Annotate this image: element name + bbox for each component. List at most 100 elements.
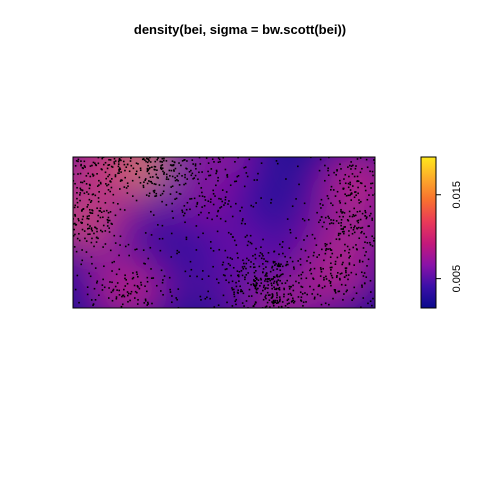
- tree-point: [321, 248, 323, 251]
- tree-point: [239, 210, 241, 212]
- tree-point: [333, 288, 336, 291]
- tree-point: [249, 241, 252, 244]
- tree-point: [344, 202, 347, 205]
- tree-point: [136, 273, 138, 276]
- tree-point: [206, 217, 209, 219]
- tree-point: [276, 294, 278, 296]
- tree-point: [229, 264, 231, 267]
- tree-point: [287, 263, 289, 266]
- tree-point: [221, 200, 224, 203]
- tree-point: [269, 279, 271, 282]
- tree-point: [92, 174, 95, 177]
- tree-point: [356, 227, 359, 230]
- tree-point: [207, 275, 210, 277]
- tree-point: [145, 160, 147, 163]
- tree-point: [191, 172, 194, 175]
- tree-point: [359, 210, 361, 213]
- tree-point: [330, 222, 333, 224]
- tree-point: [274, 288, 276, 290]
- tree-point: [207, 200, 210, 202]
- tree-point: [255, 291, 258, 294]
- tree-point: [226, 176, 229, 178]
- tree-point: [342, 299, 344, 301]
- tree-point: [318, 221, 320, 224]
- tree-point: [230, 233, 232, 236]
- tree-point: [329, 242, 332, 245]
- tree-point: [79, 192, 82, 194]
- tree-point: [178, 184, 181, 186]
- tree-point: [133, 297, 136, 299]
- tree-point: [99, 210, 101, 212]
- tree-point: [90, 256, 93, 258]
- tree-point: [369, 241, 371, 244]
- tree-point: [111, 166, 114, 168]
- tree-point: [148, 195, 150, 197]
- tree-point: [110, 178, 113, 180]
- tree-point: [131, 179, 134, 182]
- tree-point: [309, 285, 311, 288]
- tree-point: [319, 267, 322, 269]
- tree-point: [286, 279, 289, 282]
- tree-point: [194, 163, 197, 165]
- tree-point: [364, 215, 367, 217]
- tree-point: [104, 202, 107, 204]
- tree-point: [260, 278, 262, 281]
- tree-point: [371, 235, 373, 238]
- tree-point: [79, 172, 82, 175]
- tree-point: [348, 263, 351, 266]
- tree-point: [353, 231, 356, 234]
- tree-point: [345, 267, 348, 269]
- tree-point: [74, 165, 77, 167]
- tree-point: [107, 211, 110, 214]
- tree-point: [312, 277, 314, 280]
- tree-point: [222, 294, 225, 297]
- tree-point: [234, 300, 237, 303]
- tree-point: [151, 302, 153, 305]
- tree-point: [300, 248, 303, 251]
- tree-point: [281, 246, 284, 248]
- tree-point: [278, 265, 280, 268]
- tree-point: [112, 193, 115, 196]
- tree-point: [235, 281, 237, 284]
- tree-point: [212, 265, 214, 268]
- tree-point: [291, 205, 294, 208]
- tree-point: [213, 161, 215, 163]
- tree-point: [300, 300, 303, 302]
- tree-point: [367, 302, 369, 305]
- tree-point: [348, 256, 350, 259]
- density-hotspot-8: [337, 165, 375, 197]
- tree-point: [235, 244, 238, 246]
- tree-point: [136, 303, 139, 305]
- tree-point: [141, 158, 144, 161]
- tree-point: [289, 228, 291, 231]
- tree-point: [171, 295, 173, 297]
- tree-point: [266, 260, 269, 263]
- tree-point: [98, 294, 100, 297]
- tree-point: [186, 201, 189, 204]
- tree-point: [111, 270, 113, 272]
- colorbar-tick-label: 0.005: [451, 265, 463, 293]
- tree-point: [227, 231, 230, 234]
- tree-point: [113, 162, 116, 165]
- tree-point: [338, 238, 341, 241]
- tree-point: [346, 245, 349, 248]
- tree-point: [196, 275, 198, 278]
- tree-point: [354, 167, 357, 170]
- tree-point: [190, 169, 192, 172]
- tree-point: [87, 172, 90, 175]
- tree-point: [330, 284, 332, 287]
- tree-point: [366, 166, 369, 169]
- tree-point: [360, 200, 362, 203]
- tree-point: [242, 218, 244, 220]
- tree-point: [327, 174, 330, 176]
- tree-point: [233, 293, 235, 295]
- tree-point: [147, 158, 150, 161]
- tree-point: [355, 273, 357, 276]
- tree-point: [300, 285, 302, 288]
- tree-point: [134, 290, 137, 293]
- tree-point: [241, 274, 244, 277]
- tree-point: [153, 183, 156, 185]
- tree-point: [147, 164, 149, 167]
- tree-point: [335, 220, 338, 222]
- tree-point: [307, 218, 310, 221]
